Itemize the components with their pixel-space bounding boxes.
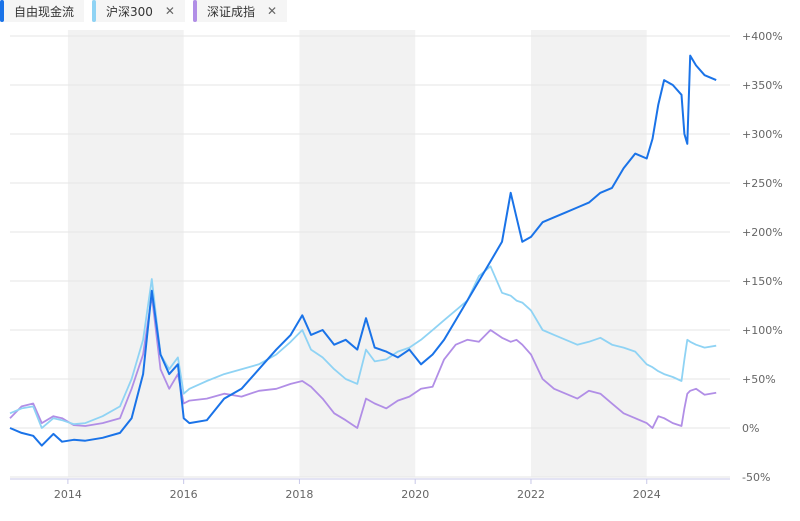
y-tick-label: 0%	[742, 422, 759, 435]
y-tick-label: +50%	[742, 373, 776, 386]
y-tick-label: +200%	[742, 226, 783, 239]
legend-item-szse-component[interactable]: 深证成指 ✕	[192, 0, 288, 22]
legend-item-free-cash-flow[interactable]: 自由现金流	[0, 0, 85, 22]
shaded-band	[530, 30, 647, 477]
x-tick-label: 2014	[54, 488, 82, 501]
x-tick-label: 2020	[401, 488, 429, 501]
x-tick-label: 2022	[517, 488, 545, 501]
series-lines	[9, 54, 717, 447]
legend-label: 自由现金流	[14, 4, 75, 19]
y-tick-label: +150%	[742, 275, 783, 288]
legend-label: 深证成指	[206, 4, 255, 19]
legend-color-bar	[92, 0, 97, 22]
close-icon[interactable]: ✕	[164, 4, 175, 18]
x-tick-label: 2016	[170, 488, 198, 501]
y-tick-label: -50%	[742, 471, 770, 484]
close-icon[interactable]: ✕	[267, 4, 278, 18]
legend-color-bar	[192, 0, 197, 22]
y-tick-label: +400%	[742, 30, 783, 43]
x-tick-label: 2018	[285, 488, 313, 501]
legend-color-bar	[0, 0, 4, 22]
shaded-band	[67, 30, 184, 477]
y-tick-label: +100%	[742, 324, 783, 337]
shaded-band	[299, 30, 416, 477]
legend: 自由现金流 沪深300 ✕ 深证成指 ✕	[0, 0, 295, 24]
legend-item-csi300[interactable]: 沪深300 ✕	[92, 0, 185, 22]
series-line-2	[9, 294, 717, 429]
series-line-0	[9, 54, 717, 447]
series-line-1	[9, 265, 717, 429]
x-tick-label: 2024	[633, 488, 661, 501]
x-axis: 2014 2016 2018 2020 2022 2024	[10, 478, 730, 501]
y-tick-label: +250%	[742, 177, 783, 190]
shaded-bands	[67, 30, 647, 477]
y-axis-labels: +400% +350% +300% +250% +200% +150% +100% +50% 0…	[742, 30, 783, 484]
y-tick-label: +300%	[742, 128, 783, 141]
y-tick-label: +350%	[742, 79, 783, 92]
legend-label: 沪深300	[106, 4, 153, 19]
